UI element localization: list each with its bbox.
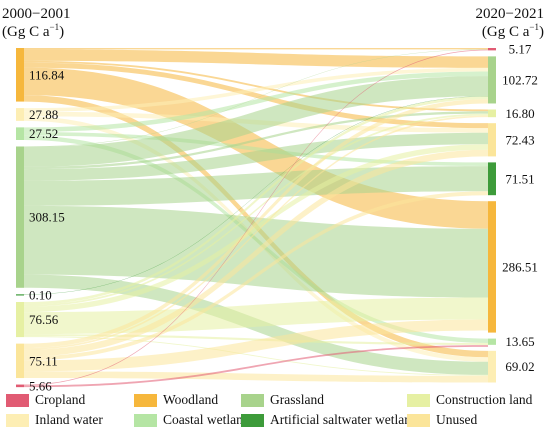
left-value-label-inland_water: 27.88 [29,107,58,122]
left-value-label-woodland: 116.84 [29,67,65,82]
left-value-label-unused: 75.11 [29,353,58,368]
legend-label: Inland water [35,412,103,427]
right-value-label-grassland: 102.72 [502,72,538,87]
left-value-label-coastal_wetland: 27.52 [29,126,58,141]
right-value-label-inland_water: 69.02 [505,359,534,374]
right-node-coastal_wetland [488,338,496,345]
flow-construction_land-to-coastal_wetland [24,334,488,346]
left-node-woodland [16,48,24,102]
flow-artificial_saltwater_wetland-to-grassland [24,96,488,295]
flow-coastal_wetland-to-artificial_saltwater_wetland [24,131,488,167]
flow-unused-to-construction_land [24,115,488,350]
legend: Cropland Woodland Grassland Construction la… [0,390,550,432]
flow-woodland-to-cropland [24,48,488,50]
legend-swatch [241,413,264,427]
right-value-label-woodland: 286.51 [502,259,538,274]
legend-item-woodland: Woodland [134,392,218,408]
right-node-artificial_saltwater_wetland [488,162,496,196]
legend-swatch [6,393,29,407]
flow-inland_water-to-grassland [24,67,488,112]
flow-cropland-to-coastal_wetland [24,345,488,388]
right-unit-label: (Gg C a−1) [481,22,544,41]
legend-swatch [407,413,430,427]
flow-construction_land-to-grassland [24,96,488,305]
left-node-construction_land [16,302,24,338]
legend-item-cropland: Cropland [6,392,85,408]
left-value-label-cropland: 5.66 [29,378,52,393]
left-period-label: 2000−2001 [2,6,71,22]
flow-grassland-to-unused [24,132,488,181]
legend-item-grassland: Grassland [241,392,324,408]
right-value-label-cropland: 5.17 [509,42,532,57]
flow-grassland-to-cropland [24,49,488,147]
left-node-coastal_wetland [16,127,24,140]
flow-construction_land-to-unused [24,144,488,313]
legend-item-coastal-wetland: Coastal wetland [134,412,250,428]
legend-item-inland-water: Inland water [6,412,103,428]
left-node-cropland [16,384,24,388]
legend-swatch [407,393,430,407]
flow-unused-to-inland_water [24,371,488,383]
left-value-label-grassland: 308.15 [29,210,65,225]
legend-item-unused: Unused [407,412,477,428]
right-period-header: 2020−2021 (Gg C a−1) [476,5,544,41]
legend-label: Grassland [270,392,324,407]
legend-label: Artificial saltwater wetland [270,412,418,427]
flow-unused-to-unused [24,149,488,357]
flow-cropland-to-cropland [24,49,488,386]
left-unit-label: (Gg C a−1) [2,22,65,41]
right-period-label: 2020−2021 [475,6,544,22]
legend-swatch [134,413,157,427]
legend-label: Woodland [163,392,219,407]
right-value-label-artificial_saltwater_wetland: 71.51 [505,171,534,186]
legend-item-construction-land: Construction land [407,392,532,408]
legend-swatch [134,393,157,407]
flow-unused-to-artificial_saltwater_wetland [24,191,488,361]
flow-links [24,48,488,388]
right-nodes: 5.17 102.72 16.80 72.43 71.51 286.51 13.65 69.0… [488,42,538,383]
left-nodes: 116.84 27.88 27.52 308.15 0.10 76.56 75.11 5.66 [16,48,65,393]
flow-unused-to-woodland [24,319,488,372]
flow-coastal_wetland-to-grassland [24,71,488,132]
right-node-unused [488,123,496,157]
flow-grassland-to-grassland [24,76,488,167]
flow-woodland-to-unused [24,62,488,129]
right-node-inland_water [488,350,496,383]
left-node-unused [16,343,24,379]
right-node-grassland [488,56,496,104]
flow-woodland-to-grassland [24,49,488,68]
legend-label: Coastal wetland [163,412,250,427]
flow-construction_land-to-inland_water [24,336,488,376]
left-value-label-artificial_saltwater_wetland: 0.10 [29,287,52,302]
legend-label: Construction land [436,392,533,407]
left-node-artificial_saltwater_wetland [16,294,24,296]
flow-construction_land-to-construction_land [24,113,488,307]
left-node-inland_water [16,108,24,121]
legend-label: Unused [436,412,478,427]
right-node-construction_land [488,109,496,118]
left-value-label-construction_land: 76.56 [29,312,59,327]
legend-swatch [6,413,29,427]
legend-swatch [241,393,264,407]
right-value-label-construction_land: 16.80 [505,106,534,121]
left-node-grassland [16,146,24,288]
legend-item-artificial-saltwater-wetland: Artificial saltwater wetland [241,412,418,428]
right-value-label-coastal_wetland: 13.65 [505,334,534,349]
legend-label: Cropland [35,392,86,407]
right-value-label-unused: 72.43 [505,132,534,147]
right-node-cropland [488,48,496,51]
flow-unused-to-grassland [24,99,488,349]
flow-grassland-to-construction_land [24,111,488,170]
right-node-woodland [488,201,496,333]
flow-woodland-to-construction_land [24,60,488,112]
left-period-header: 2000−2001 (Gg C a−1) [2,5,70,41]
